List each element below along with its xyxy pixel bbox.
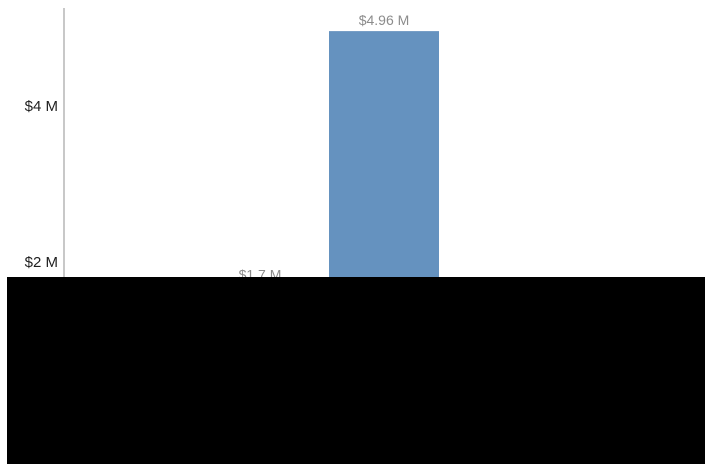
y-tick-label: $2 M (25, 254, 58, 271)
y-tick-label: $4 M (25, 98, 58, 115)
redaction-box (7, 277, 705, 464)
bar-value-label: $4.96 M (359, 12, 410, 28)
